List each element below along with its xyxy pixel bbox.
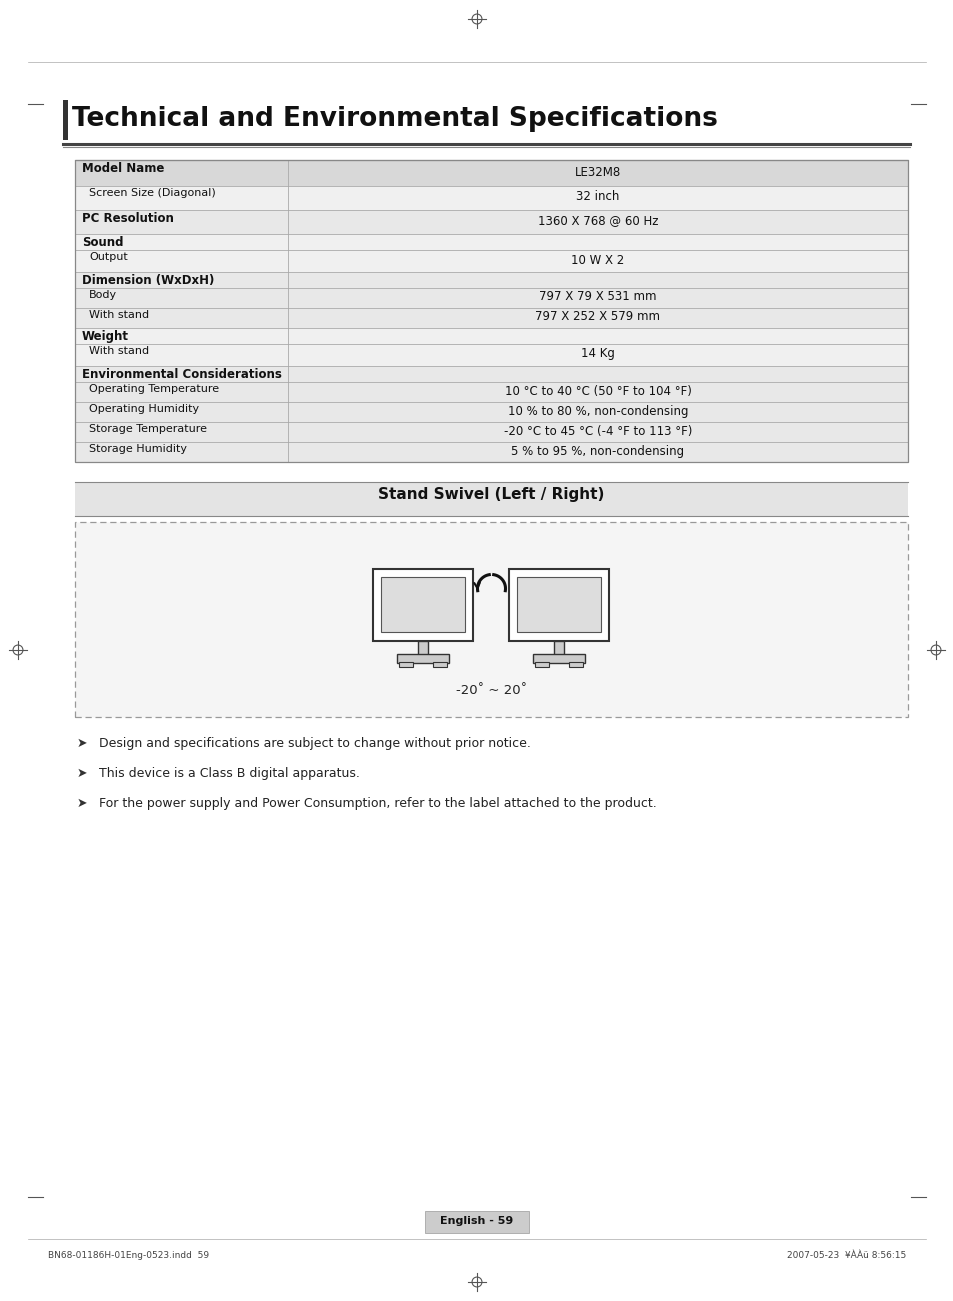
Bar — [75, 308, 907, 328]
Text: Sound: Sound — [82, 235, 123, 248]
Bar — [569, 661, 583, 666]
Text: Body: Body — [89, 290, 117, 301]
Text: 797 X 79 X 531 mm: 797 X 79 X 531 mm — [538, 290, 656, 303]
Text: Operating Temperature: Operating Temperature — [89, 384, 219, 394]
Bar — [433, 661, 447, 666]
Text: Output: Output — [89, 252, 128, 262]
Bar — [75, 522, 907, 717]
Bar — [75, 442, 907, 462]
Bar — [374, 569, 473, 640]
Bar — [418, 640, 428, 654]
Text: Model Name: Model Name — [82, 163, 164, 176]
Text: This device is a Class B digital apparatus.: This device is a Class B digital apparat… — [99, 768, 359, 781]
Bar — [424, 1211, 529, 1233]
Bar — [397, 653, 449, 662]
Bar — [75, 288, 907, 308]
Bar — [75, 160, 907, 462]
Text: With stand: With stand — [89, 346, 149, 356]
Bar — [75, 366, 907, 382]
Bar — [75, 209, 907, 234]
Bar — [75, 481, 907, 516]
Text: ➤: ➤ — [77, 768, 88, 781]
Text: 14 Kg: 14 Kg — [580, 347, 615, 360]
Text: ➤: ➤ — [77, 798, 88, 811]
Text: LE32M8: LE32M8 — [575, 165, 620, 178]
Bar — [75, 250, 907, 272]
Text: Storage Humidity: Storage Humidity — [89, 444, 187, 454]
Bar — [75, 234, 907, 250]
Bar — [75, 160, 907, 186]
Bar — [75, 343, 907, 366]
Text: ➤: ➤ — [77, 736, 88, 749]
Bar — [75, 402, 907, 422]
Text: English - 59: English - 59 — [440, 1216, 513, 1226]
Text: Screen Size (Diagonal): Screen Size (Diagonal) — [89, 189, 215, 198]
Text: Weight: Weight — [82, 330, 129, 343]
Text: 2007-05-23  ¥ÀÀü 8:56:15: 2007-05-23 ¥ÀÀü 8:56:15 — [786, 1250, 905, 1259]
Bar — [75, 272, 907, 288]
Bar — [509, 569, 609, 640]
Bar — [535, 661, 549, 666]
Text: 10 °C to 40 °C (50 °F to 104 °F): 10 °C to 40 °C (50 °F to 104 °F) — [504, 385, 691, 398]
Bar — [75, 186, 907, 209]
Bar — [399, 661, 413, 666]
Bar — [75, 328, 907, 343]
Text: BN68-01186H-01Eng-0523.indd  59: BN68-01186H-01Eng-0523.indd 59 — [48, 1250, 209, 1259]
Bar — [533, 653, 585, 662]
Text: -20˚ ~ 20˚: -20˚ ~ 20˚ — [456, 684, 526, 697]
Text: Environmental Considerations: Environmental Considerations — [82, 368, 281, 381]
Bar — [63, 100, 68, 141]
Text: Storage Temperature: Storage Temperature — [89, 424, 207, 435]
Text: -20 °C to 45 °C (-4 °F to 113 °F): -20 °C to 45 °C (-4 °F to 113 °F) — [503, 424, 692, 437]
Bar — [517, 576, 601, 631]
Text: 10 W X 2: 10 W X 2 — [571, 254, 624, 267]
Text: Operating Humidity: Operating Humidity — [89, 405, 199, 414]
Text: Dimension (WxDxH): Dimension (WxDxH) — [82, 275, 214, 288]
Text: With stand: With stand — [89, 310, 149, 320]
Bar — [75, 422, 907, 442]
Text: 5 % to 95 %, non-condensing: 5 % to 95 %, non-condensing — [511, 445, 684, 458]
Text: 10 % to 80 %, non-condensing: 10 % to 80 %, non-condensing — [507, 405, 687, 418]
Bar — [554, 640, 564, 654]
Text: Stand Swivel (Left / Right): Stand Swivel (Left / Right) — [378, 487, 604, 502]
Text: 797 X 252 X 579 mm: 797 X 252 X 579 mm — [535, 311, 659, 324]
Text: Design and specifications are subject to change without prior notice.: Design and specifications are subject to… — [99, 736, 530, 749]
Text: 32 inch: 32 inch — [576, 190, 619, 203]
Text: PC Resolution: PC Resolution — [82, 212, 173, 225]
Bar — [381, 576, 465, 631]
Bar — [75, 382, 907, 402]
Text: Technical and Environmental Specifications: Technical and Environmental Specificatio… — [71, 105, 717, 131]
Text: For the power supply and Power Consumption, refer to the label attached to the p: For the power supply and Power Consumpti… — [99, 798, 656, 811]
Text: 1360 X 768 @ 60 Hz: 1360 X 768 @ 60 Hz — [537, 215, 658, 228]
